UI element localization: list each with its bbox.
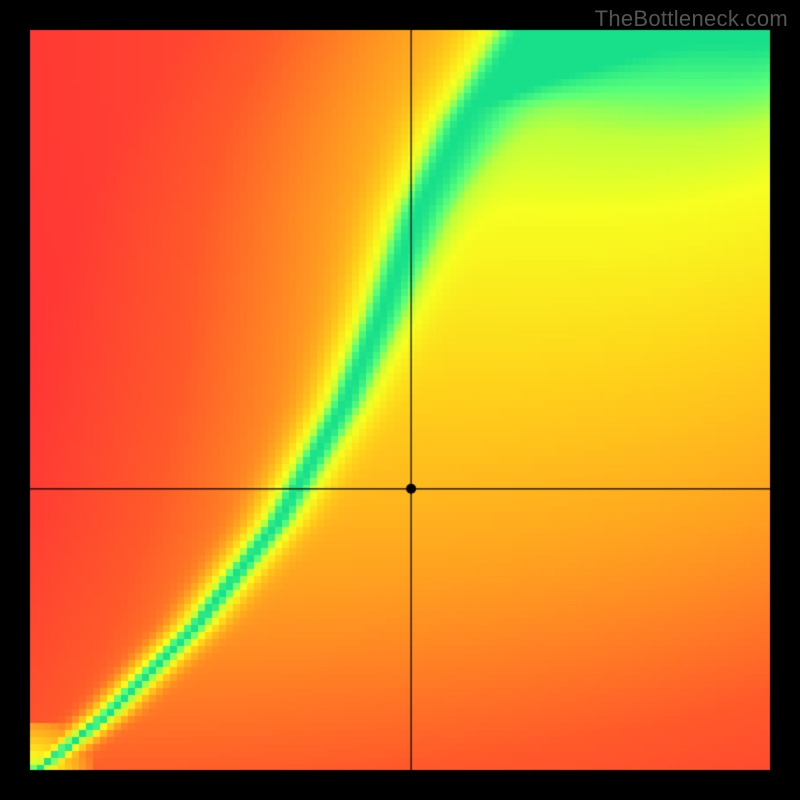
bottleneck-heatmap <box>0 0 800 800</box>
watermark-text: TheBottleneck.com <box>595 6 788 32</box>
